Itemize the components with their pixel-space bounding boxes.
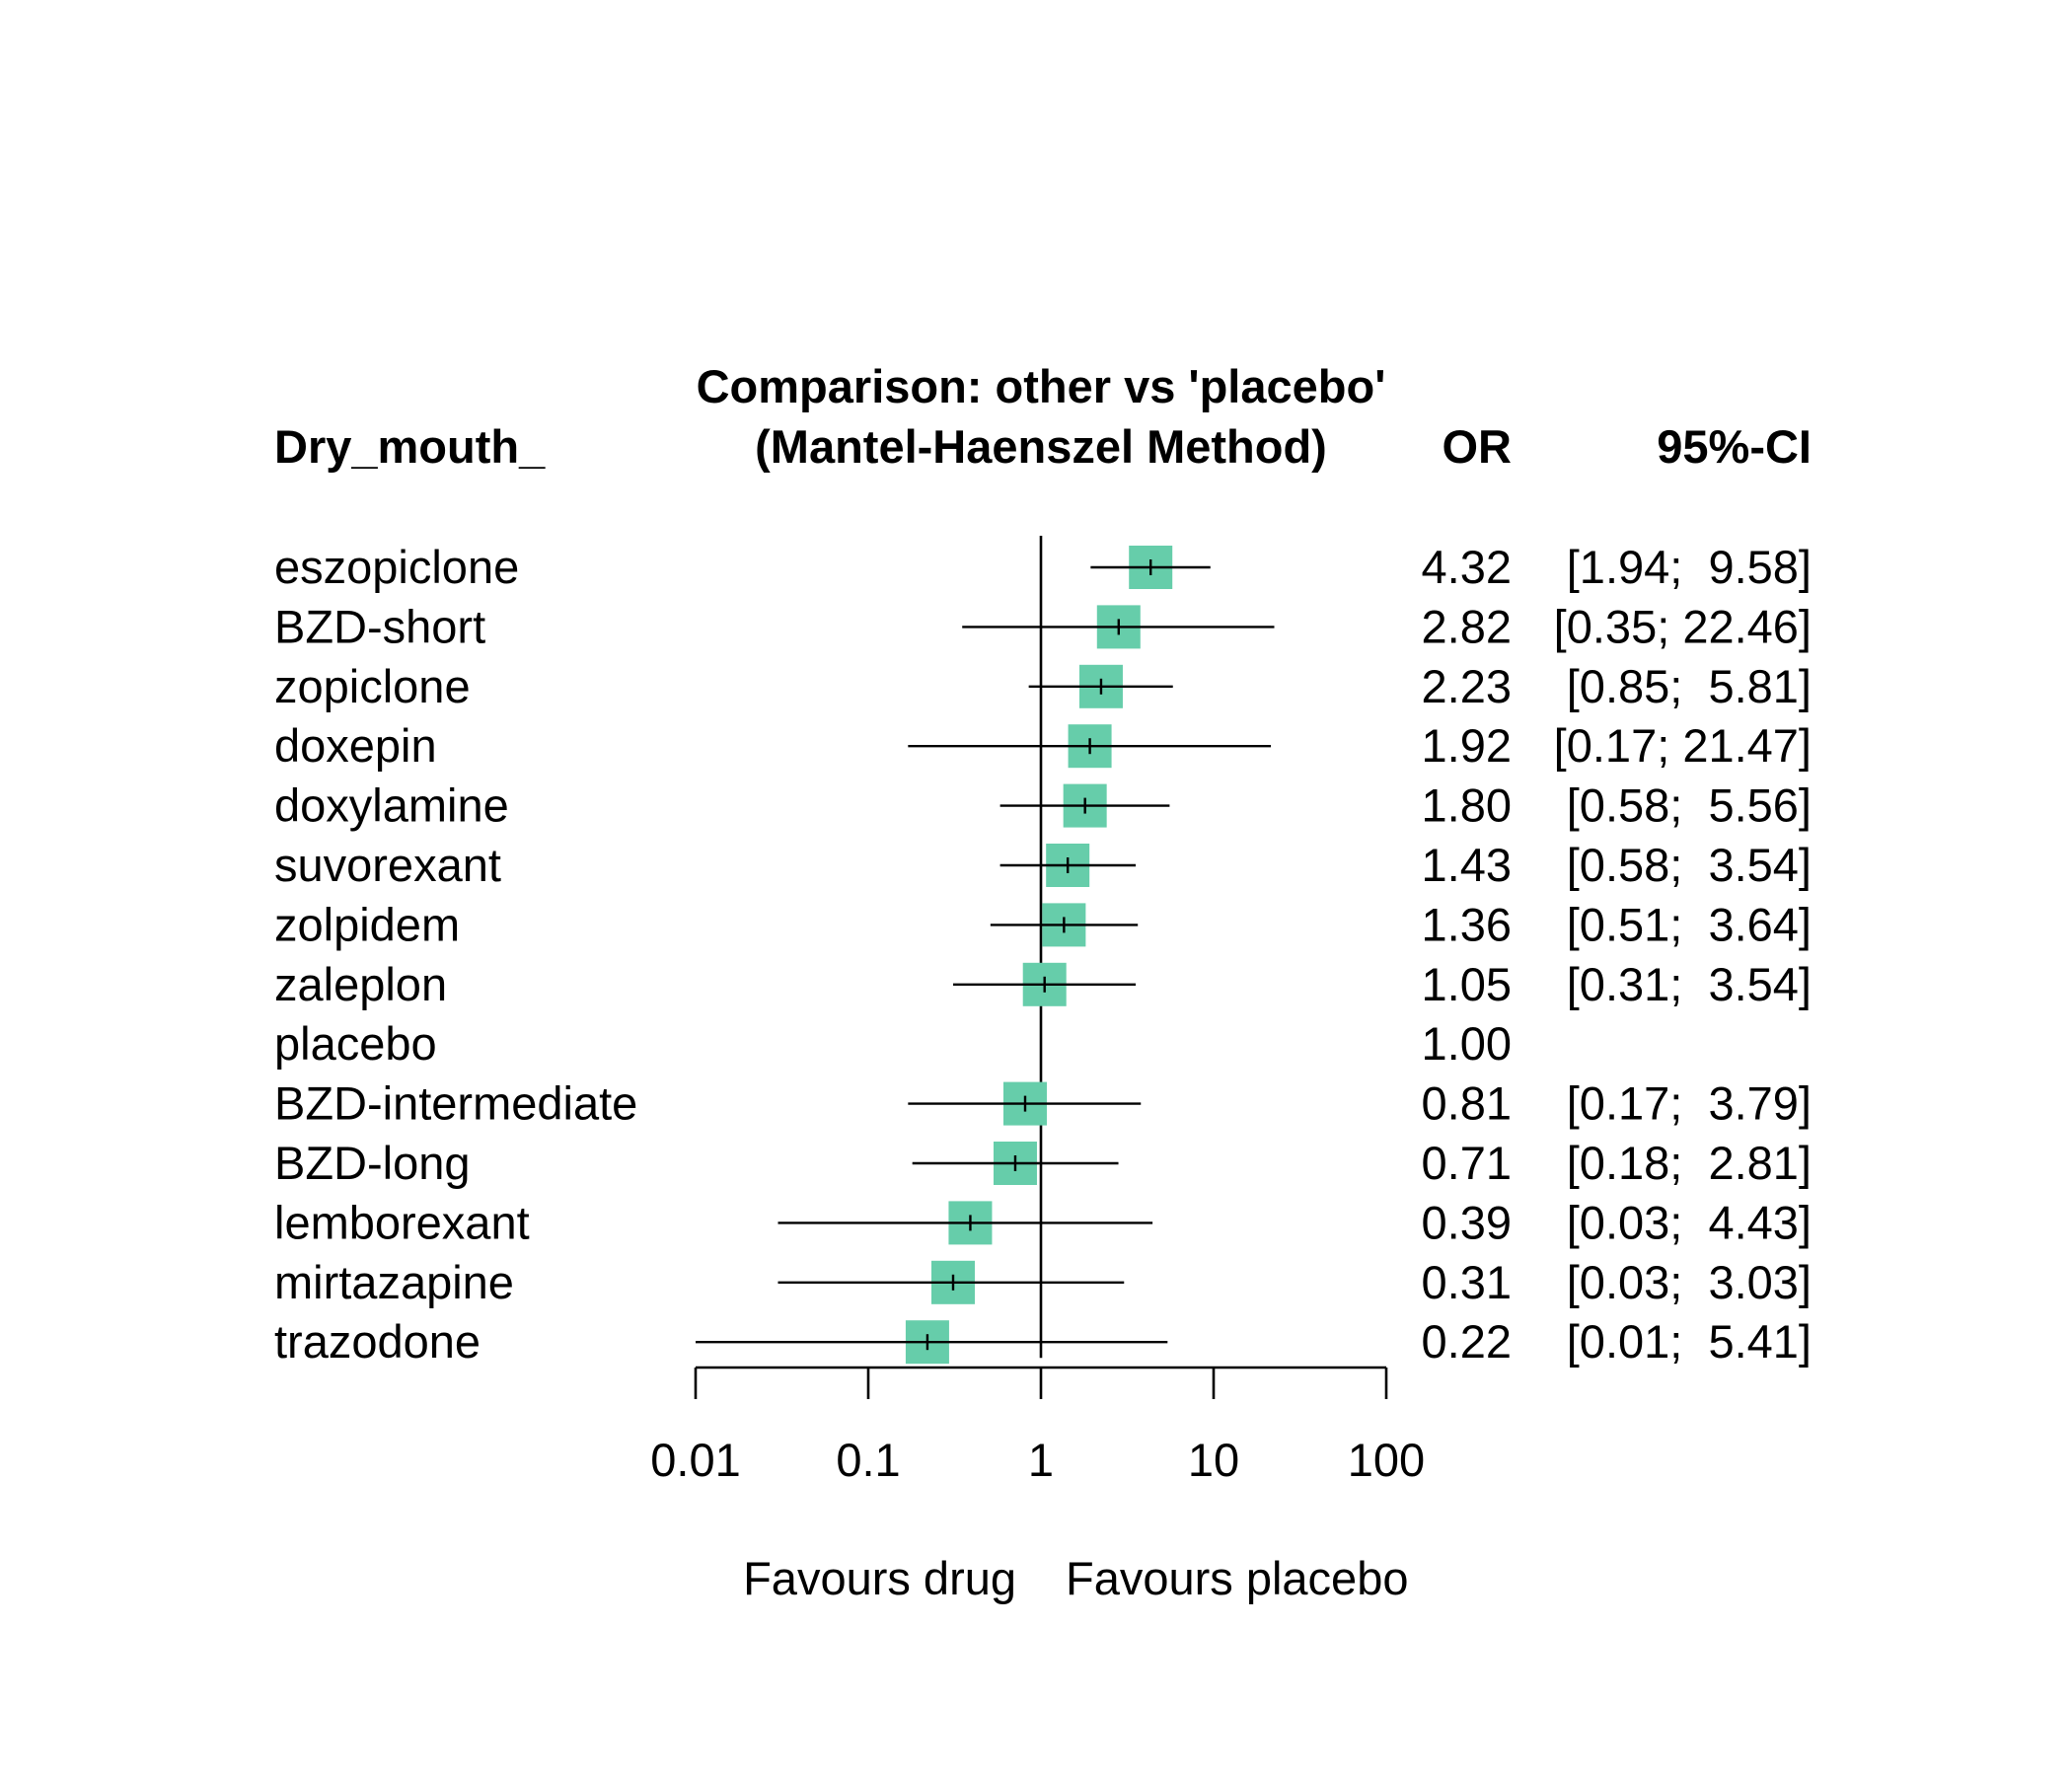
forest-row: eszopiclone 4.32 [1.94; 9.58] — [274, 541, 1812, 593]
row-label: doxylamine — [274, 779, 509, 832]
or-value: 0.81 — [1422, 1077, 1512, 1130]
chart-title-line1: Comparison: other vs 'placebo' — [697, 360, 1386, 412]
forest-row: trazodone 0.22 [0.01; 5.41] — [274, 1315, 1812, 1368]
ci-value: [0.35; 22.46] — [1554, 600, 1812, 652]
ci-value: [0.17; 3.79] — [1567, 1077, 1812, 1130]
forest-row: suvorexant 1.43 [0.58; 3.54] — [274, 839, 1812, 891]
axis-tick-label: 0.01 — [650, 1434, 740, 1486]
row-label: BZD-short — [274, 600, 485, 652]
favours-placebo-label: Favours placebo — [1066, 1552, 1408, 1604]
or-value: 1.43 — [1422, 839, 1512, 891]
or-value: 1.80 — [1422, 779, 1512, 832]
ci-value: [0.31; 3.54] — [1567, 958, 1812, 1010]
forest-row: lemborexant 0.39 [0.03; 4.43] — [274, 1196, 1812, 1248]
forest-row: BZD-long 0.71 [0.18; 2.81] — [274, 1137, 1812, 1189]
x-axis: 0.01 0.1 1 10 100 — [650, 1366, 1425, 1486]
favours-drug-label: Favours drug — [743, 1552, 1016, 1604]
forest-row: zopiclone 2.23 [0.85; 5.81] — [274, 660, 1812, 712]
ci-value: [0.03; 4.43] — [1567, 1196, 1812, 1248]
forest-row: mirtazapine 0.31 [0.03; 3.03] — [274, 1256, 1812, 1308]
outcome-label: Dry_mouth_ — [274, 420, 546, 473]
ci-value: [0.51; 3.64] — [1567, 898, 1812, 950]
row-label: suvorexant — [274, 839, 501, 891]
row-label: BZD-long — [274, 1137, 471, 1189]
or-value: 1.00 — [1422, 1017, 1512, 1070]
axis-tick-label: 100 — [1348, 1434, 1425, 1486]
forest-row: BZD-intermediate 0.81 [0.17; 3.79] — [274, 1077, 1812, 1130]
ci-value: [0.58; 3.54] — [1567, 839, 1812, 891]
row-label: lemborexant — [274, 1196, 530, 1248]
axis-tick-label: 10 — [1188, 1434, 1239, 1486]
row-label: zopiclone — [274, 660, 471, 712]
chart-title-line2: (Mantel-Haenszel Method) — [755, 420, 1327, 473]
ci-value: [0.85; 5.81] — [1567, 660, 1812, 712]
ci-value: [0.17; 21.47] — [1554, 719, 1812, 772]
or-value: 0.39 — [1422, 1196, 1512, 1248]
ci-value: [0.01; 5.41] — [1567, 1315, 1812, 1368]
row-label: zaleplon — [274, 958, 447, 1010]
or-value: 2.82 — [1422, 600, 1512, 652]
ci-value: [0.03; 3.03] — [1567, 1256, 1812, 1308]
forest-row: doxylamine 1.80 [0.58; 5.56] — [274, 779, 1812, 832]
or-value: 1.05 — [1422, 958, 1512, 1010]
or-value: 0.31 — [1422, 1256, 1512, 1308]
or-value: 1.36 — [1422, 898, 1512, 950]
forest-row: BZD-short 2.82 [0.35; 22.46] — [274, 600, 1812, 652]
row-label: mirtazapine — [274, 1256, 514, 1308]
or-value: 0.71 — [1422, 1137, 1512, 1189]
forest-row: placebo 1.00 — [274, 1017, 1512, 1070]
row-label: trazodone — [274, 1315, 481, 1368]
forest-row: doxepin 1.92 [0.17; 21.47] — [274, 719, 1812, 772]
ci-column-header: 95%-CI — [1657, 420, 1812, 473]
row-label: placebo — [274, 1017, 437, 1070]
row-label: eszopiclone — [274, 541, 519, 593]
ci-value: [0.58; 5.56] — [1567, 779, 1812, 832]
or-column-header: OR — [1443, 420, 1513, 473]
or-value: 0.22 — [1422, 1315, 1512, 1368]
or-value: 2.23 — [1422, 660, 1512, 712]
forest-row: zaleplon 1.05 [0.31; 3.54] — [274, 958, 1812, 1010]
or-value: 1.92 — [1422, 719, 1512, 772]
ci-value: [1.94; 9.58] — [1567, 541, 1812, 593]
forest-rows: eszopiclone 4.32 [1.94; 9.58] BZD-short 2.82… — [274, 536, 1812, 1368]
forest-row: zolpidem 1.36 [0.51; 3.64] — [274, 898, 1812, 950]
axis-tick-label: 0.1 — [836, 1434, 900, 1486]
or-value: 4.32 — [1422, 541, 1512, 593]
row-label: BZD-intermediate — [274, 1077, 637, 1130]
row-label: zolpidem — [274, 898, 460, 950]
ci-value: [0.18; 2.81] — [1567, 1137, 1812, 1189]
row-label: doxepin — [274, 719, 437, 772]
axis-tick-label: 1 — [1028, 1434, 1054, 1486]
